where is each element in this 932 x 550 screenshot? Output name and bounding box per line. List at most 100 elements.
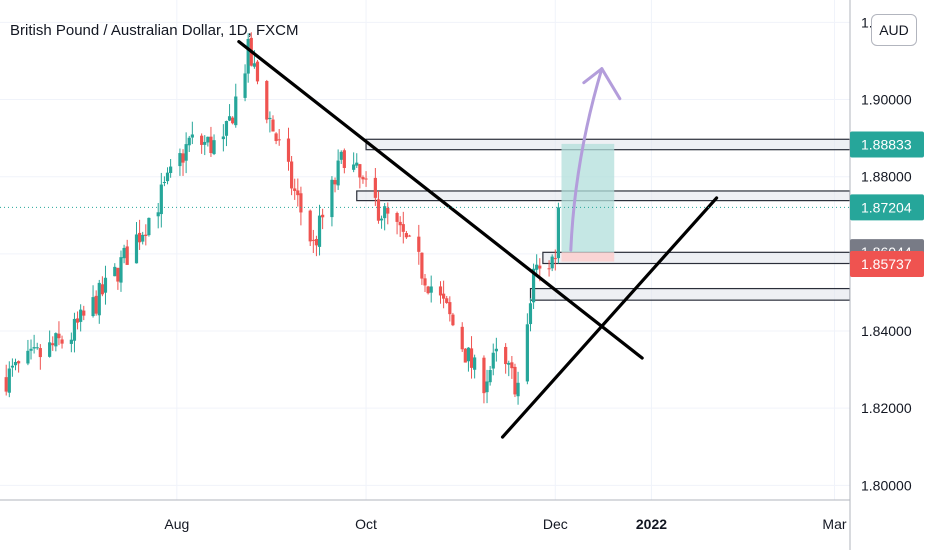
candle: [159, 172, 163, 228]
candle: [321, 208, 325, 230]
candle-body: [221, 136, 225, 140]
candle: [274, 132, 278, 145]
candle: [482, 355, 486, 404]
y-tick-label: 1.84000: [861, 323, 912, 339]
candle-body: [535, 264, 539, 270]
candle: [395, 211, 399, 235]
candle: [299, 186, 303, 226]
candle-body: [265, 81, 269, 120]
candle-body: [169, 166, 173, 174]
candle-body: [48, 342, 52, 357]
candle-body: [252, 63, 256, 67]
candle-body: [494, 348, 498, 352]
candle-body: [290, 161, 294, 189]
candle-body: [342, 150, 346, 168]
candle: [358, 163, 362, 189]
candle-body: [445, 298, 449, 303]
candle: [507, 360, 511, 377]
candle: [141, 231, 145, 245]
candle: [510, 356, 514, 379]
candle: [333, 177, 337, 193]
candle-body: [513, 366, 517, 395]
candle: [491, 343, 495, 376]
candle: [268, 111, 272, 133]
candle-body: [556, 207, 560, 259]
candle: [265, 79, 269, 124]
trendline: [500, 196, 719, 439]
price-label: 1.85737: [850, 251, 924, 278]
candle-body: [516, 382, 520, 397]
candle: [209, 126, 213, 157]
candle: [556, 202, 560, 264]
candle-body: [451, 314, 455, 326]
candle: [376, 191, 381, 224]
candle-body: [103, 277, 108, 293]
candle: [206, 136, 210, 147]
candle-body: [485, 381, 489, 393]
candle: [293, 178, 297, 200]
candle: [82, 305, 86, 321]
candle: [184, 132, 188, 174]
candle: [169, 159, 173, 178]
candle-body: [531, 268, 536, 303]
candle: [38, 344, 42, 370]
candle: [97, 279, 101, 324]
candle: [513, 363, 517, 398]
currency-button[interactable]: AUD: [871, 14, 917, 46]
candle: [57, 321, 61, 346]
candle: [361, 175, 365, 184]
candle-body: [317, 215, 322, 247]
candle-body: [398, 221, 402, 226]
price-label-box: [850, 251, 924, 278]
candle-body: [488, 370, 492, 383]
candle: [473, 354, 477, 379]
candle: [373, 167, 377, 206]
candle: [125, 239, 129, 265]
candle-body: [308, 210, 312, 242]
candle: [355, 153, 359, 168]
trendline: [237, 40, 644, 360]
candle: [246, 33, 250, 83]
candle-body: [125, 246, 129, 265]
candle: [54, 332, 58, 352]
candle-body: [17, 361, 21, 364]
candle: [547, 260, 551, 277]
projection-arrow-head: [582, 67, 604, 85]
price-label-text: 1.87204: [861, 199, 912, 215]
candle-body: [206, 136, 210, 143]
candle: [26, 339, 30, 366]
candle-body: [60, 339, 64, 344]
candle-body: [525, 324, 529, 382]
candle: [525, 313, 529, 385]
candle: [181, 149, 185, 176]
candle-body: [268, 117, 272, 120]
candle-body: [100, 284, 104, 295]
candle-body: [473, 357, 477, 370]
x-tick-label: 2022: [636, 516, 667, 532]
candle-body: [38, 348, 42, 358]
candle-body: [57, 333, 61, 339]
candle: [442, 280, 446, 309]
candle-body: [13, 361, 18, 366]
price-label: 1.88833: [850, 131, 924, 158]
candle-body: [355, 162, 359, 166]
candle: [203, 135, 207, 156]
candle-body: [311, 239, 315, 241]
candle-body: [510, 362, 514, 369]
candle-body: [72, 318, 77, 341]
candle: [438, 281, 443, 304]
candle-body: [528, 303, 533, 325]
candle-body: [426, 286, 430, 294]
candle: [17, 360, 21, 373]
candle-body: [553, 258, 557, 260]
candle-body: [383, 206, 387, 219]
candle: [144, 224, 148, 246]
candle: [379, 215, 384, 229]
candle-body: [271, 119, 275, 132]
candle: [10, 358, 15, 377]
candle: [364, 171, 368, 187]
candle: [221, 124, 225, 152]
candle-body: [122, 247, 126, 259]
